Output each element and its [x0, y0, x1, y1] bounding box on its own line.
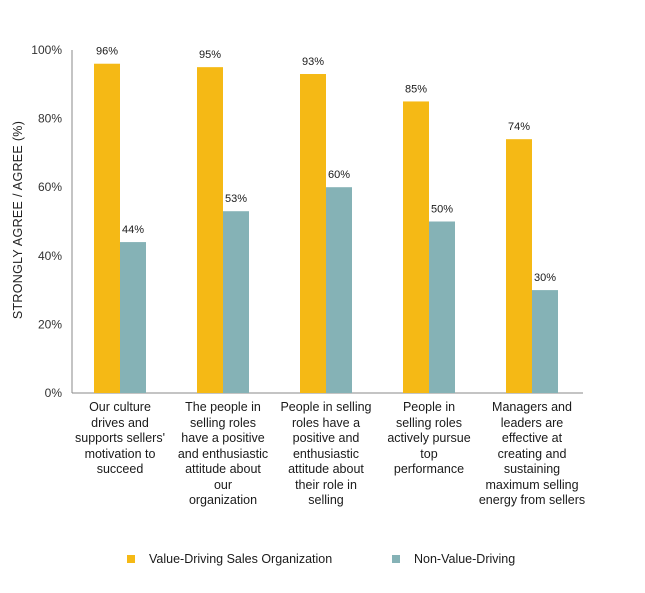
bar-value-driving-2	[197, 67, 223, 394]
category-label-4: People in selling roles actively pursue …	[387, 400, 471, 476]
data-label: 50%	[431, 204, 453, 216]
data-label: 96%	[96, 46, 118, 58]
y-axis-ticks: 0% 20% 40% 60% 80% 100%	[31, 43, 62, 400]
legend-label-value-driving: Value-Driving Sales Organization	[149, 552, 333, 566]
y-axis-title: STRONGLY AGREE / AGREE (%)	[11, 121, 25, 319]
data-label: 93%	[302, 56, 324, 68]
bar-non-value-driving-5	[532, 290, 558, 393]
bar-value-driving-4	[403, 101, 429, 393]
legend-label-non-value-driving: Non-Value-Driving	[414, 552, 516, 566]
y-tick-label: 100%	[31, 43, 62, 57]
category-label-1: Our culture drives and supports sellers'…	[75, 400, 165, 476]
legend-swatch-non-value-driving	[392, 555, 400, 563]
legend-item-value-driving: Value-Driving Sales Organization	[127, 552, 332, 566]
y-tick-label: 20%	[38, 317, 62, 331]
data-label: 60%	[328, 169, 350, 181]
bar-non-value-driving-3	[326, 187, 352, 393]
bar-value-driving-1	[94, 63, 120, 393]
bars	[94, 63, 558, 394]
bar-value-driving-5	[506, 139, 532, 393]
bar-value-driving-3	[300, 74, 326, 393]
legend-swatch-value-driving	[127, 555, 135, 563]
data-label: 95%	[199, 49, 221, 61]
data-labels: 96% 44% 95% 53% 93% 60% 85% 50% 74% 30%	[96, 46, 556, 284]
category-label-2: The people in selling roles have a posit…	[177, 400, 269, 507]
data-label: 74%	[508, 121, 530, 133]
y-tick-label: 0%	[45, 386, 63, 400]
data-label: 53%	[225, 193, 247, 205]
data-label: 85%	[405, 83, 427, 95]
y-tick-label: 80%	[38, 112, 62, 126]
bar-non-value-driving-4	[429, 221, 455, 393]
y-tick-label: 60%	[38, 180, 62, 194]
bar-non-value-driving-1	[120, 242, 146, 393]
category-label-5: Managers and leaders are effective at cr…	[478, 400, 586, 507]
data-label: 44%	[122, 224, 144, 236]
data-label: 30%	[534, 272, 556, 284]
category-label-3: People in selling roles have a positive …	[280, 400, 372, 507]
y-tick-label: 40%	[38, 249, 62, 263]
bar-non-value-driving-2	[223, 211, 249, 393]
legend-item-non-value-driving: Non-Value-Driving	[392, 552, 515, 566]
